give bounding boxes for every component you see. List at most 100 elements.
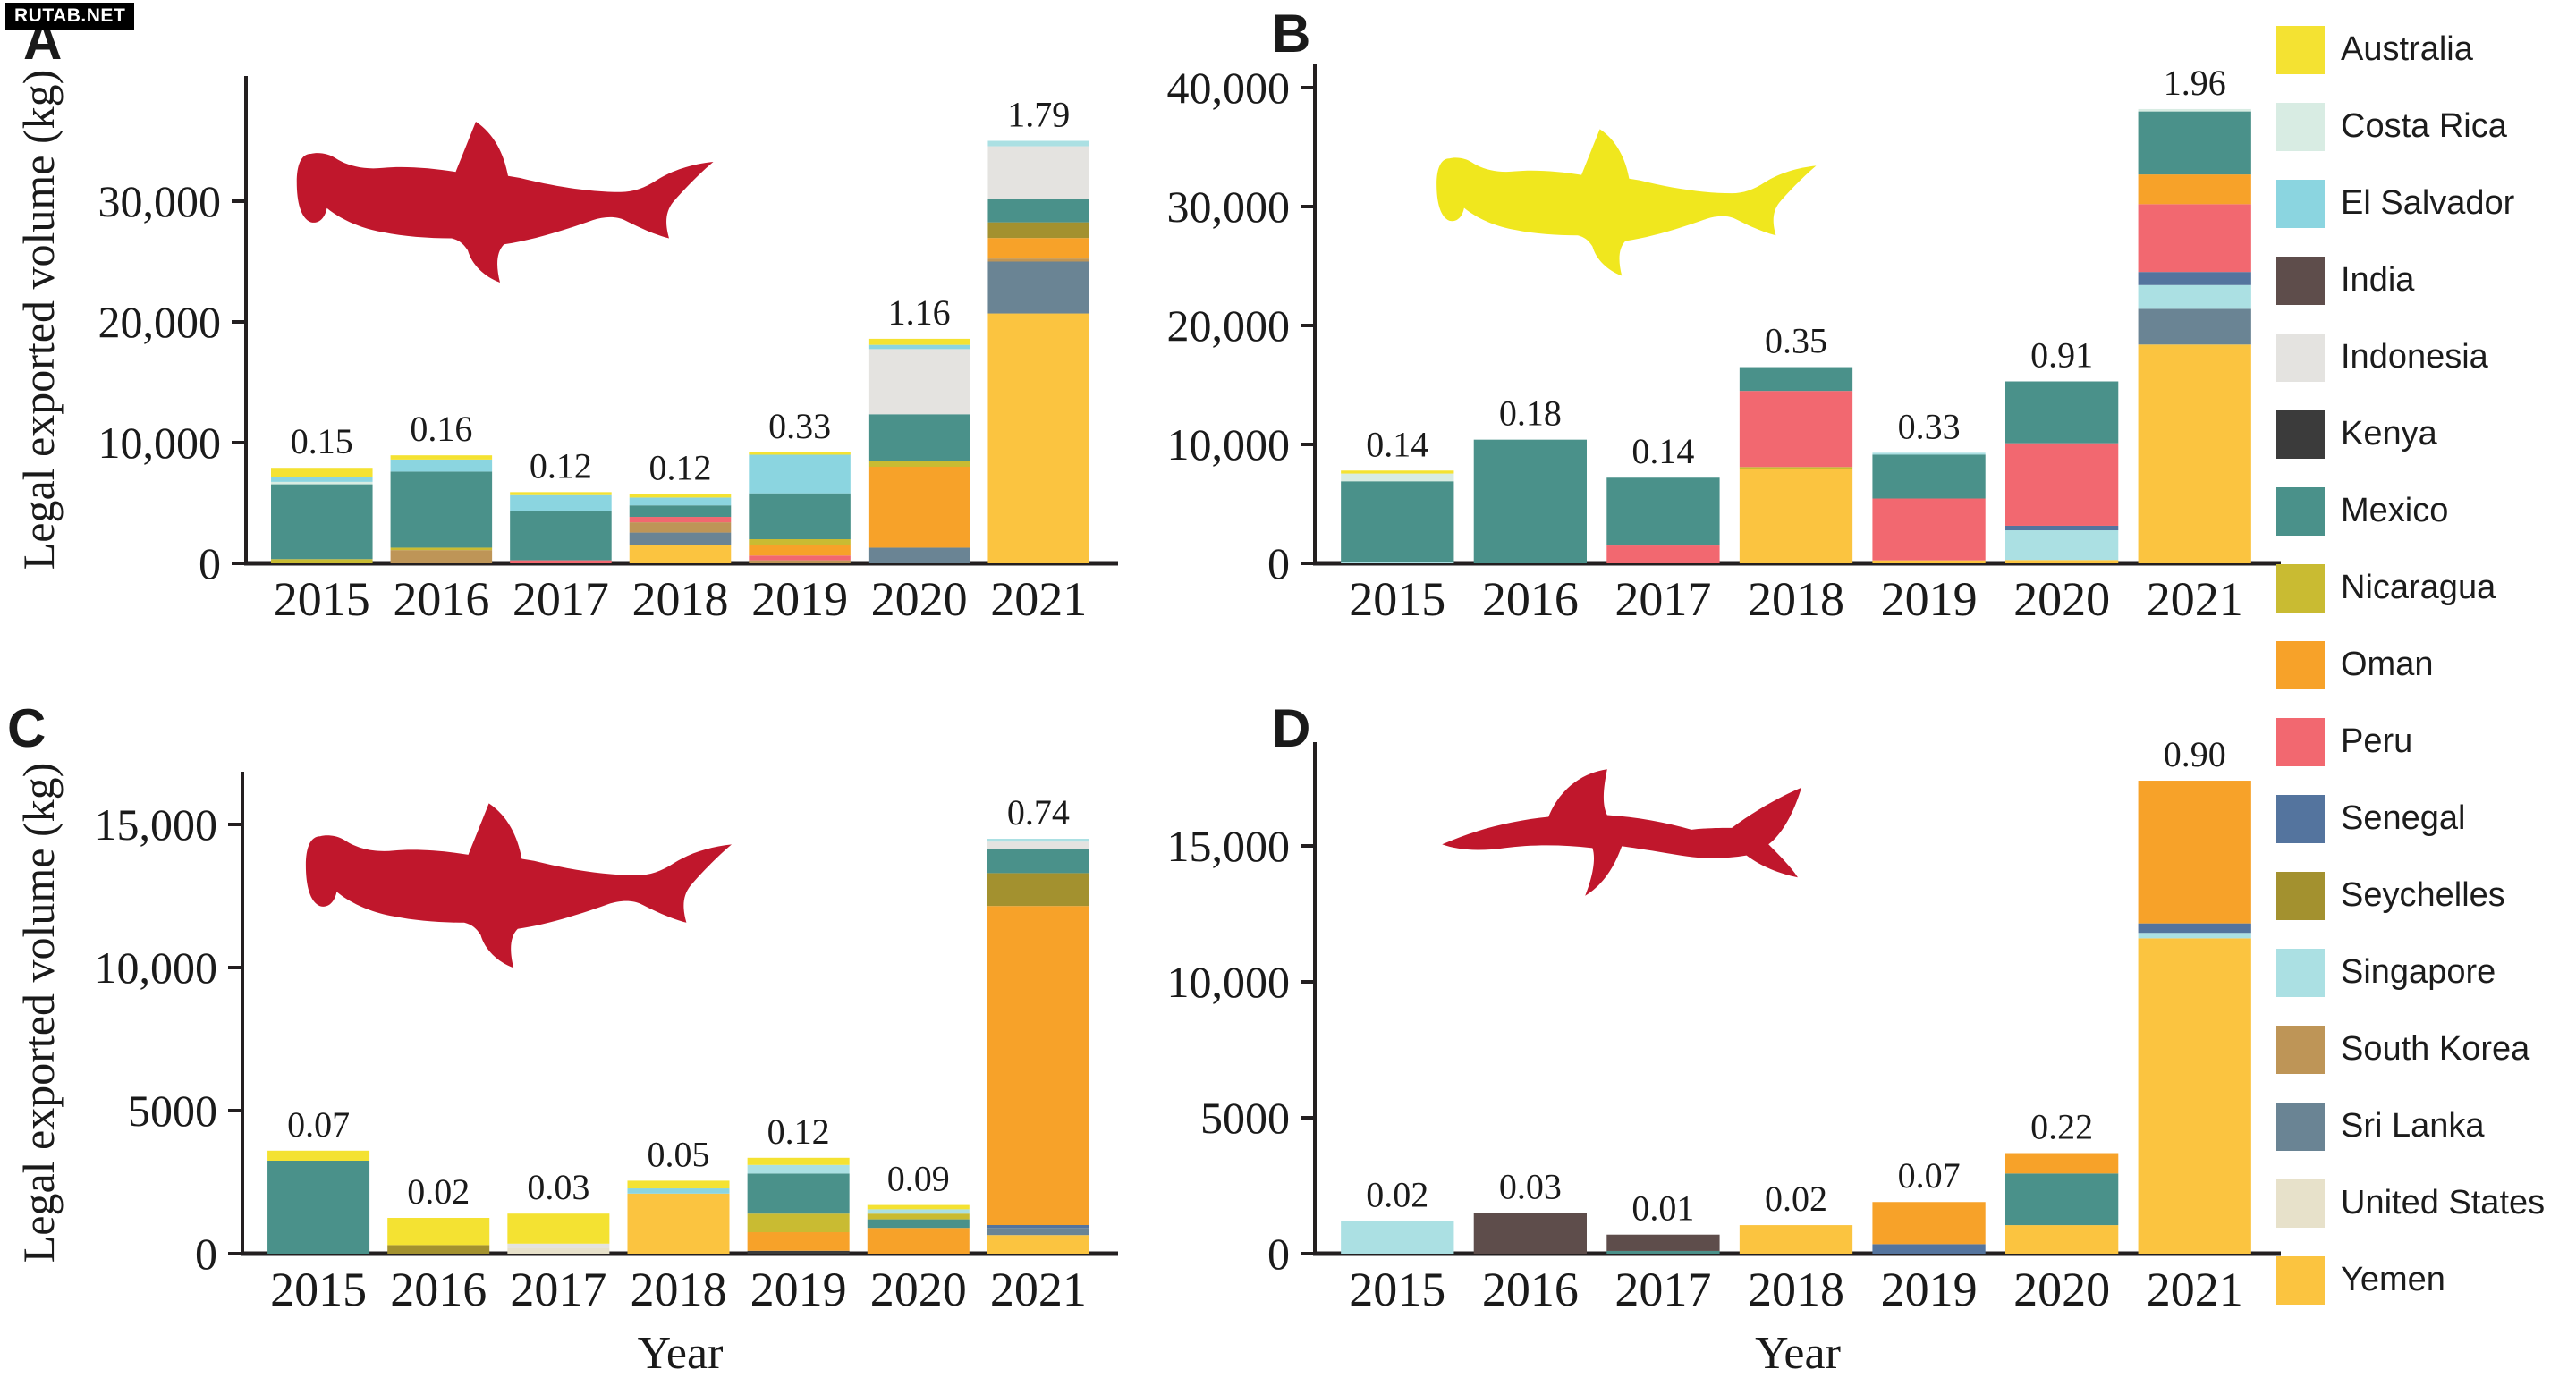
bar-segment-oman <box>2005 1153 2119 1174</box>
y-tick-label: 30,000 <box>1167 182 1291 232</box>
legend-item-costa-rica: Costa Rica <box>2276 102 2572 151</box>
bar-value-label: 0.05 <box>648 1134 710 1174</box>
bar-segment-mexico <box>1473 439 1587 563</box>
x-tick-label: 2018 <box>632 572 729 626</box>
bar-segment-sri-lanka <box>629 532 732 545</box>
x-tick-label: 2018 <box>631 1263 727 1316</box>
x-tick-label: 2019 <box>1881 572 1978 626</box>
bar-segment-peru <box>1872 498 1986 561</box>
bar-value-label: 0.15 <box>291 421 353 461</box>
bar-segment-indonesia <box>987 146 1089 199</box>
legend-item-indonesia: Indonesia <box>2276 333 2572 382</box>
bar-2019 <box>1872 452 1986 563</box>
bar-segment-yemen <box>2005 1225 2119 1254</box>
bar-2021 <box>2138 108 2251 563</box>
bar-2016 <box>390 455 493 563</box>
bar-2017 <box>1606 1234 1720 1254</box>
bar-segment-nicaragua <box>747 1213 850 1232</box>
bar-segment-yemen <box>987 1235 1089 1254</box>
bar-2017 <box>507 1213 610 1254</box>
bar-segment-mexico <box>2005 381 2119 444</box>
bar-segment-australia <box>627 1180 730 1189</box>
x-axis-title: Year <box>1755 1328 1841 1379</box>
legend-label: Yemen <box>2341 1261 2445 1298</box>
x-tick-label: 2020 <box>2013 1263 2110 1316</box>
x-tick-label: 2019 <box>751 572 848 626</box>
legend-label: Kenya <box>2341 415 2437 452</box>
bar-segment-el-salvador <box>868 344 970 350</box>
bar-segment-sri-lanka <box>987 261 1089 314</box>
legend-label: Mexico <box>2341 492 2449 529</box>
legend-item-sri-lanka: Sri Lanka <box>2276 1102 2572 1151</box>
panel-d-letter: D <box>1272 698 1311 758</box>
legend-item-oman: Oman <box>2276 640 2572 689</box>
y-tick-label: 10,000 <box>98 418 222 468</box>
x-tick-label: 2016 <box>1482 572 1579 626</box>
bar-segment-nicaragua <box>390 547 493 551</box>
bar-2017 <box>510 492 612 563</box>
chart-panel-c: 0 5000 10,000 15,000 Legal exported volume (… <box>13 763 1118 1379</box>
bar-segment-senegal <box>2138 923 2251 934</box>
bar-segment-mexico <box>629 505 732 518</box>
bar-segment-singapore <box>1872 452 1986 455</box>
legend-swatch-icon <box>2276 794 2325 843</box>
bar-segment-yemen <box>1872 560 1986 563</box>
bar-segment-peru <box>2138 204 2251 273</box>
bar-2021 <box>2138 781 2251 1254</box>
chart-panel-b: 0 10,000 20,000 30,000 40,000 0.14 2015 0.18 201… <box>1167 63 2281 626</box>
bar-2016 <box>1473 1213 1587 1254</box>
legend-label: Sri Lanka <box>2341 1107 2485 1145</box>
bar-2015 <box>271 468 373 563</box>
bar-segment-mexico <box>1872 454 1986 499</box>
y-tick-label: 0 <box>1267 1229 1290 1279</box>
x-tick-label: 2020 <box>2013 572 2110 626</box>
bar-segment-nicaragua <box>1739 467 1853 469</box>
bar-value-label: 1.79 <box>1007 95 1070 135</box>
bar-value-label: 0.33 <box>1898 406 1961 446</box>
legend-item-singapore: Singapore <box>2276 948 2572 997</box>
bar-segment-mexico <box>2138 111 2251 175</box>
bar-2018 <box>1739 367 1853 563</box>
y-tick-label: 20,000 <box>98 297 222 347</box>
legend-item-senegal: Senegal <box>2276 794 2572 843</box>
bar-2020 <box>2005 381 2119 563</box>
x-tick-label: 2017 <box>510 1263 606 1316</box>
bar-2019 <box>1872 1202 1986 1254</box>
bar-segment-mexico <box>1606 477 1720 546</box>
x-axis-title: Year <box>638 1328 724 1379</box>
bar-value-label: 0.01 <box>1631 1188 1694 1229</box>
country-legend: Australia Costa Rica El Salvador India Indon… <box>2276 25 2572 1305</box>
bar-segment-peru <box>1606 545 1720 563</box>
bar-segment-singapore <box>2138 933 2251 939</box>
legend-swatch-icon <box>2276 256 2325 305</box>
bar-2021 <box>987 839 1089 1254</box>
bar-segment-el-salvador <box>510 494 612 511</box>
bar-2015 <box>1341 1221 1454 1254</box>
legend-swatch-icon <box>2276 25 2325 74</box>
legend-item-seychelles: Seychelles <box>2276 871 2572 920</box>
x-tick-label: 2015 <box>1349 1263 1445 1316</box>
x-tick-label: 2016 <box>393 572 489 626</box>
bar-segment-nicaragua <box>749 539 851 545</box>
legend-item-australia: Australia <box>2276 25 2572 74</box>
y-tick-label: 10,000 <box>1167 419 1291 469</box>
legend-item-peru: Peru <box>2276 717 2572 766</box>
legend-swatch-icon <box>2276 563 2325 613</box>
bar-segment-australia <box>390 455 493 460</box>
bar-2018 <box>1739 1225 1853 1254</box>
x-tick-label: 2017 <box>1614 572 1711 626</box>
bar-segment-peru <box>1739 391 1853 468</box>
x-tick-label: 2017 <box>1614 1263 1711 1316</box>
x-tick-label: 2017 <box>513 572 609 626</box>
bar-segment-singapore <box>747 1164 850 1174</box>
legend-item-el-salvador: El Salvador <box>2276 179 2572 228</box>
x-tick-label: 2021 <box>990 1263 1087 1316</box>
legend-label: Senegal <box>2341 799 2466 837</box>
bar-segment-sri-lanka <box>868 547 970 563</box>
bar-segment-yemen <box>1739 1225 1853 1254</box>
bar-value-label: 0.03 <box>1499 1166 1562 1206</box>
legend-item-nicaragua: Nicaragua <box>2276 563 2572 613</box>
bar-segment-el-salvador <box>627 1188 730 1194</box>
bar-segment-indonesia <box>507 1243 610 1248</box>
